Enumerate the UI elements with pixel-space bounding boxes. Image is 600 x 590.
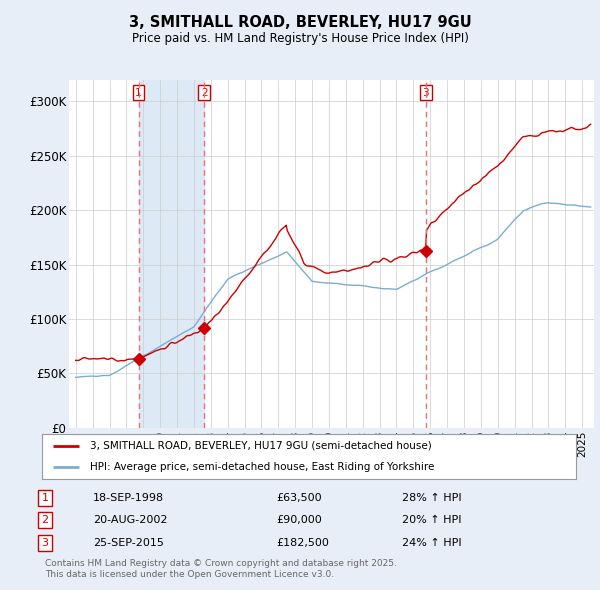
Text: Price paid vs. HM Land Registry's House Price Index (HPI): Price paid vs. HM Land Registry's House … — [131, 32, 469, 45]
Text: 1: 1 — [135, 88, 142, 98]
Text: 3, SMITHALL ROAD, BEVERLEY, HU17 9GU: 3, SMITHALL ROAD, BEVERLEY, HU17 9GU — [128, 15, 472, 30]
Text: 3, SMITHALL ROAD, BEVERLEY, HU17 9GU (semi-detached house): 3, SMITHALL ROAD, BEVERLEY, HU17 9GU (se… — [90, 441, 432, 451]
Text: 25-SEP-2015: 25-SEP-2015 — [93, 538, 164, 548]
Text: £182,500: £182,500 — [276, 538, 329, 548]
Text: 2: 2 — [41, 516, 49, 525]
Text: 2: 2 — [201, 88, 208, 98]
Text: 28% ↑ HPI: 28% ↑ HPI — [402, 493, 461, 503]
Text: 20-AUG-2002: 20-AUG-2002 — [93, 516, 167, 525]
Text: 3: 3 — [41, 538, 49, 548]
Text: £63,500: £63,500 — [276, 493, 322, 503]
Text: Contains HM Land Registry data © Crown copyright and database right 2025.
This d: Contains HM Land Registry data © Crown c… — [45, 559, 397, 579]
Text: 24% ↑ HPI: 24% ↑ HPI — [402, 538, 461, 548]
Bar — [139, 80, 205, 428]
Text: HPI: Average price, semi-detached house, East Riding of Yorkshire: HPI: Average price, semi-detached house,… — [90, 462, 434, 472]
Text: 1: 1 — [41, 493, 49, 503]
Text: 18-SEP-1998: 18-SEP-1998 — [93, 493, 164, 503]
Text: 20% ↑ HPI: 20% ↑ HPI — [402, 516, 461, 525]
Text: £90,000: £90,000 — [276, 516, 322, 525]
Text: 3: 3 — [422, 88, 429, 98]
